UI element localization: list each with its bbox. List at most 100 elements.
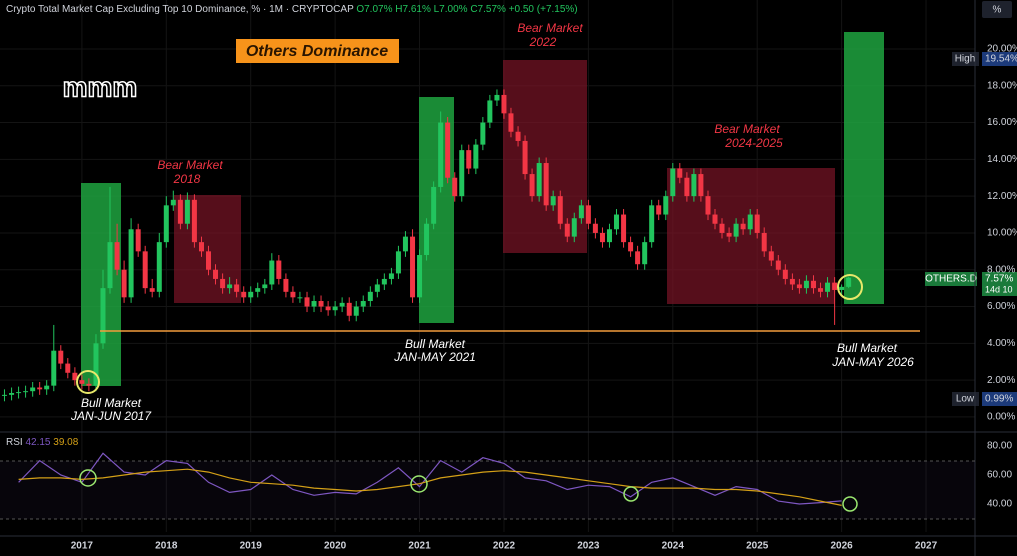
candle-body bbox=[452, 177, 458, 197]
scale-unit[interactable]: % bbox=[993, 5, 1002, 16]
ohlc-high: H7.61% bbox=[395, 4, 431, 15]
candle-body bbox=[100, 288, 106, 344]
countdown: 14d 10 bbox=[985, 284, 1013, 294]
rsi-legend: RSI 42.15 39.08 bbox=[6, 437, 79, 448]
candle-body bbox=[740, 223, 746, 230]
grid bbox=[0, 0, 975, 532]
low-value: 0.99% bbox=[985, 394, 1013, 405]
candle-body bbox=[585, 205, 591, 224]
candle-body bbox=[51, 350, 57, 386]
x-tick-label: 2023 bbox=[577, 541, 600, 552]
candle-body bbox=[65, 363, 71, 373]
candle-body bbox=[761, 232, 767, 252]
candle-body bbox=[58, 350, 64, 364]
annotation: JAN-JUN 2017 bbox=[70, 409, 152, 423]
candle-body bbox=[445, 122, 451, 178]
candle-body bbox=[712, 214, 718, 224]
y-tick-label: 40.00 bbox=[987, 499, 1012, 510]
candle-body bbox=[374, 284, 380, 292]
candle-body bbox=[417, 255, 423, 298]
candle-body bbox=[93, 343, 99, 386]
candle-body bbox=[480, 122, 486, 145]
annotation: Bear Market bbox=[714, 122, 780, 136]
candle-body bbox=[818, 288, 824, 292]
x-tick-label: 2019 bbox=[240, 541, 263, 552]
ohlc-close: C7.57% bbox=[470, 4, 506, 15]
candle-body bbox=[79, 380, 85, 384]
candle-body bbox=[564, 223, 570, 237]
ohlc-change: +0.50 (+7.15%) bbox=[509, 4, 578, 15]
candle-body bbox=[606, 229, 612, 243]
candle-body bbox=[135, 229, 141, 252]
candle-body bbox=[487, 100, 493, 123]
candle-body bbox=[163, 205, 169, 243]
low-tag bbox=[952, 392, 979, 406]
candle-body bbox=[571, 218, 577, 237]
candle-body bbox=[410, 236, 416, 298]
x-tick-label: 2027 bbox=[915, 541, 938, 552]
candle-body bbox=[318, 301, 324, 307]
y-tick-label: 8.00% bbox=[987, 264, 1015, 275]
annotation: 2018 bbox=[173, 172, 201, 186]
y-tick-label: 14.00% bbox=[987, 154, 1017, 165]
candle-body bbox=[473, 144, 479, 169]
candle-body bbox=[332, 306, 338, 311]
y-tick-label: 16.00% bbox=[987, 117, 1017, 128]
candle-body bbox=[825, 282, 831, 292]
bull-box bbox=[81, 183, 121, 386]
x-tick-label: 2021 bbox=[408, 541, 431, 552]
candle-body bbox=[846, 277, 852, 287]
candle-body bbox=[811, 280, 817, 289]
rsi-line bbox=[18, 468, 842, 506]
candle-body bbox=[698, 174, 704, 197]
annotation: Bull Market bbox=[81, 396, 142, 410]
candle-body bbox=[677, 168, 683, 178]
candle-body bbox=[508, 113, 514, 132]
bull-box bbox=[844, 32, 884, 304]
symbol-tag bbox=[925, 272, 977, 286]
candle-body bbox=[297, 297, 303, 299]
rsi-title: RSI bbox=[6, 437, 23, 448]
candle-body bbox=[402, 236, 408, 252]
candle-body bbox=[360, 301, 366, 307]
y-tick-label: 4.00% bbox=[987, 338, 1015, 349]
high-value-tag bbox=[982, 52, 1017, 66]
candle-body bbox=[431, 186, 437, 224]
rsi-band bbox=[0, 461, 975, 519]
candle-body bbox=[599, 232, 605, 243]
high-tag bbox=[952, 52, 979, 66]
y-tick-label: 18.00% bbox=[987, 80, 1017, 91]
candle-body bbox=[220, 278, 226, 289]
y-tick-label: 10.00% bbox=[987, 228, 1017, 239]
highlight-circle bbox=[79, 469, 97, 487]
candle-body bbox=[255, 288, 261, 292]
candle-body bbox=[459, 150, 465, 197]
candle-body bbox=[684, 177, 690, 197]
candle-body bbox=[114, 242, 120, 270]
y-tick-label: 60.00 bbox=[987, 470, 1012, 481]
candle-body bbox=[213, 269, 219, 279]
candle-body bbox=[438, 122, 444, 187]
candle-body bbox=[184, 199, 190, 224]
candle-body bbox=[592, 223, 598, 233]
scale-button[interactable] bbox=[982, 1, 1012, 18]
candle-body bbox=[705, 196, 711, 215]
candle-body bbox=[466, 150, 472, 169]
candle-body bbox=[241, 291, 247, 298]
candle-body bbox=[726, 232, 732, 237]
last-price: 7.57% bbox=[985, 274, 1013, 285]
y-tick-label: 20.00% bbox=[987, 44, 1017, 55]
y-tick-label: 6.00% bbox=[987, 301, 1015, 312]
candle-body bbox=[649, 205, 655, 243]
annotation: JAN-MAY 2021 bbox=[393, 350, 476, 364]
candle-body bbox=[754, 214, 760, 233]
title-box bbox=[236, 39, 399, 63]
candle-body bbox=[719, 223, 725, 233]
candle-body bbox=[353, 306, 359, 316]
candle-body bbox=[691, 174, 697, 197]
x-tick-label: 2024 bbox=[662, 541, 685, 552]
candle-body bbox=[1, 394, 7, 396]
highlight-circle bbox=[76, 370, 100, 394]
ohlc-low: L7.00% bbox=[434, 4, 468, 15]
